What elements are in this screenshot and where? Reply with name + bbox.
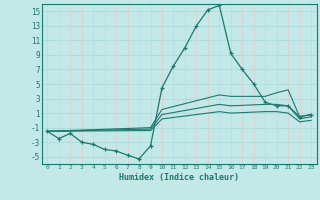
X-axis label: Humidex (Indice chaleur): Humidex (Indice chaleur)	[119, 173, 239, 182]
